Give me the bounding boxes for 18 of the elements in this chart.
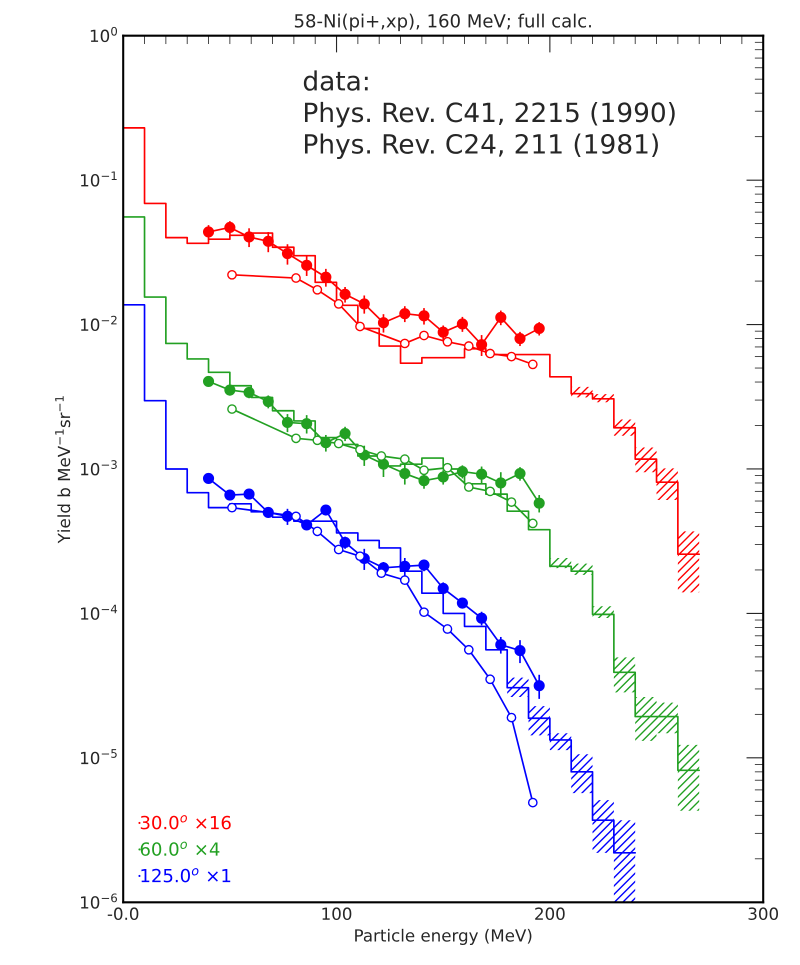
x-tick-label: 300 bbox=[748, 907, 778, 920]
annotation: data: Phys. Rev. C41, 2215 (1990) Phys. Rev. C24, 211 (1981) bbox=[304, 70, 675, 160]
x-tick-label: 100 bbox=[322, 907, 352, 920]
x-tick-label: -0.0 bbox=[108, 907, 138, 920]
y-tick-label: 10$^{−2}$ bbox=[81, 316, 117, 332]
legend-label: 30.0$^{o}$ ×16 bbox=[140, 815, 231, 830]
legend-label: 125.0$^{o}$ ×1 bbox=[141, 868, 230, 882]
y-tick-label: 10$^{0}$ bbox=[90, 26, 118, 42]
x-tick-label: 200 bbox=[535, 907, 565, 920]
y-tick-label: 10$^{−1}$ bbox=[81, 171, 117, 187]
legend-label: 60.0$^{o}$ ×4 bbox=[140, 842, 220, 856]
y-tick-label: 10$^{−4}$ bbox=[81, 604, 118, 620]
chart-title: 58-Ni(pi+,xp), 160 MeV; full calc. bbox=[294, 14, 591, 32]
y-tick-label: 10$^{−6}$ bbox=[81, 893, 118, 909]
y-axis-title: Yield b MeV$^{−1}$sr$^{−1}$ bbox=[55, 396, 70, 544]
y-tick-label: 10$^{−5}$ bbox=[81, 749, 117, 764]
x-axis-title: Particle energy (MeV) bbox=[355, 928, 532, 945]
y-tick-label: 10$^{−3}$ bbox=[81, 460, 117, 476]
